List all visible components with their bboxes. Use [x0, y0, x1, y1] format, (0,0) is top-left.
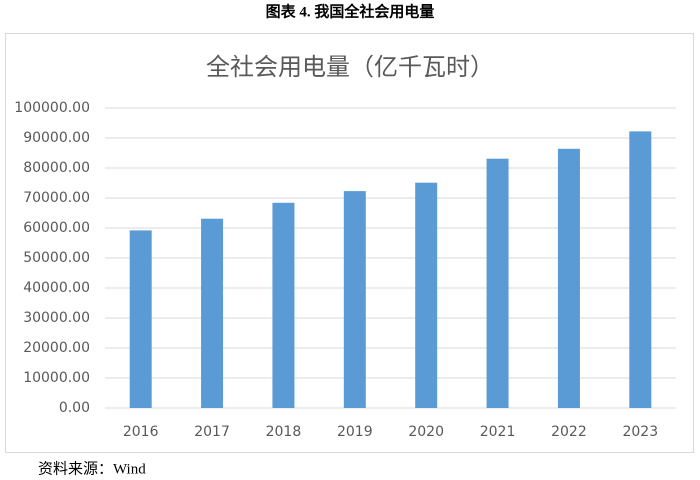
y-tick-label: 10000.00 [23, 370, 90, 386]
bar [486, 158, 509, 408]
chart-title: 全社会用电量（亿千瓦时） [206, 53, 494, 81]
y-tick-label: 40000.00 [23, 280, 90, 296]
figure-caption: 图表 4. 我国全社会用电量 [266, 2, 435, 20]
y-tick-label: 80000.00 [23, 160, 90, 176]
y-tick-label: 20000.00 [23, 340, 90, 356]
x-tick-label: 2019 [337, 424, 373, 440]
x-tick-label: 2018 [266, 424, 302, 440]
x-tick-label: 2016 [123, 424, 159, 440]
y-tick-label: 50000.00 [23, 250, 90, 266]
bar [557, 148, 580, 409]
y-tick-label: 30000.00 [23, 310, 90, 326]
y-tick-label: 70000.00 [23, 190, 90, 206]
bar [343, 191, 366, 408]
x-tick-label: 2020 [408, 424, 444, 440]
bar [129, 230, 152, 408]
bar [272, 202, 295, 408]
x-tick-label: 2021 [480, 424, 516, 440]
x-tick-label: 2022 [551, 424, 587, 440]
x-tick-label: 2017 [194, 424, 230, 440]
source-note: 资料来源：Wind [38, 460, 146, 477]
bar [629, 131, 652, 408]
x-tick-label: 2023 [622, 424, 658, 440]
bar [415, 182, 438, 408]
y-tick-label: 100000.00 [14, 100, 90, 116]
bar [201, 218, 224, 408]
y-tick-label: 0.00 [59, 400, 90, 416]
y-tick-label: 90000.00 [23, 130, 90, 146]
y-tick-label: 60000.00 [23, 220, 90, 236]
